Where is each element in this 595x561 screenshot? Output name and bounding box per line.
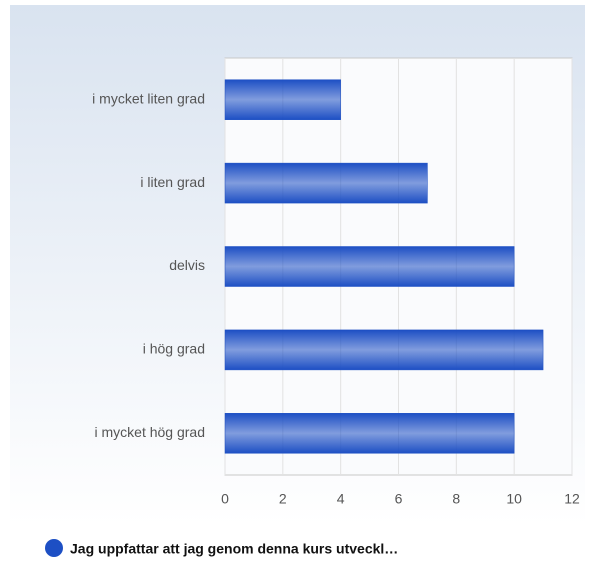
x-tick-label: 4	[337, 491, 345, 507]
x-tick-label: 0	[221, 491, 229, 507]
bar	[224, 162, 428, 204]
y-tick-label: i mycket hög grad	[95, 424, 206, 440]
x-tick-label: 10	[506, 491, 522, 507]
y-tick-label: delvis	[169, 257, 205, 273]
bar	[224, 79, 341, 120]
y-tick-label: i hög grad	[143, 341, 205, 357]
x-tick-label: 8	[452, 491, 460, 507]
x-tick-label: 12	[564, 491, 580, 507]
legend-label: Jag uppfattar att jag genom denna kurs u…	[70, 541, 398, 557]
x-tick-label: 2	[279, 491, 287, 507]
bar	[224, 246, 515, 287]
bar	[224, 329, 544, 371]
bar	[224, 413, 515, 454]
x-tick-label: 6	[395, 491, 403, 507]
y-tick-label: i liten grad	[140, 174, 205, 190]
y-tick-label: i mycket liten grad	[92, 90, 205, 106]
legend-swatch	[45, 539, 63, 557]
